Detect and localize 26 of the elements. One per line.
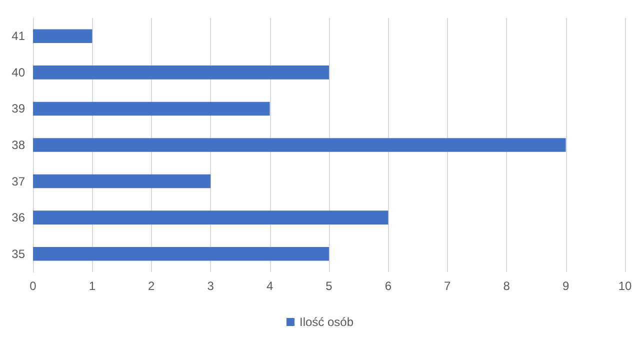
y-tick-label: 40 [12, 65, 26, 80]
y-tick-label: 39 [12, 102, 26, 116]
bar [33, 29, 92, 44]
x-tick-label: 3 [207, 279, 214, 293]
bar [33, 66, 329, 80]
x-tick-label: 8 [503, 279, 510, 293]
bar [33, 174, 211, 188]
bar [33, 102, 270, 116]
y-tick-label: 35 [12, 246, 26, 261]
x-tick-label: 0 [30, 279, 37, 293]
legend-label: Ilość osób [299, 315, 354, 329]
bar [33, 138, 566, 152]
x-tick-label: 10 [618, 279, 632, 293]
x-tick-label: 7 [444, 279, 452, 293]
x-tick-label: 2 [148, 279, 156, 293]
x-tick-label: 6 [384, 279, 392, 293]
y-tick-label: 38 [12, 138, 26, 152]
y-tick-label: 41 [12, 29, 26, 44]
bar [33, 210, 388, 224]
x-tick-label: 5 [326, 279, 333, 293]
x-tick-label: 9 [562, 279, 570, 293]
y-tick-label: 37 [12, 174, 26, 188]
bar [33, 246, 329, 261]
x-tick-label: 1 [88, 279, 96, 293]
y-tick-label: 36 [12, 210, 26, 225]
x-tick-label: 4 [266, 279, 274, 293]
